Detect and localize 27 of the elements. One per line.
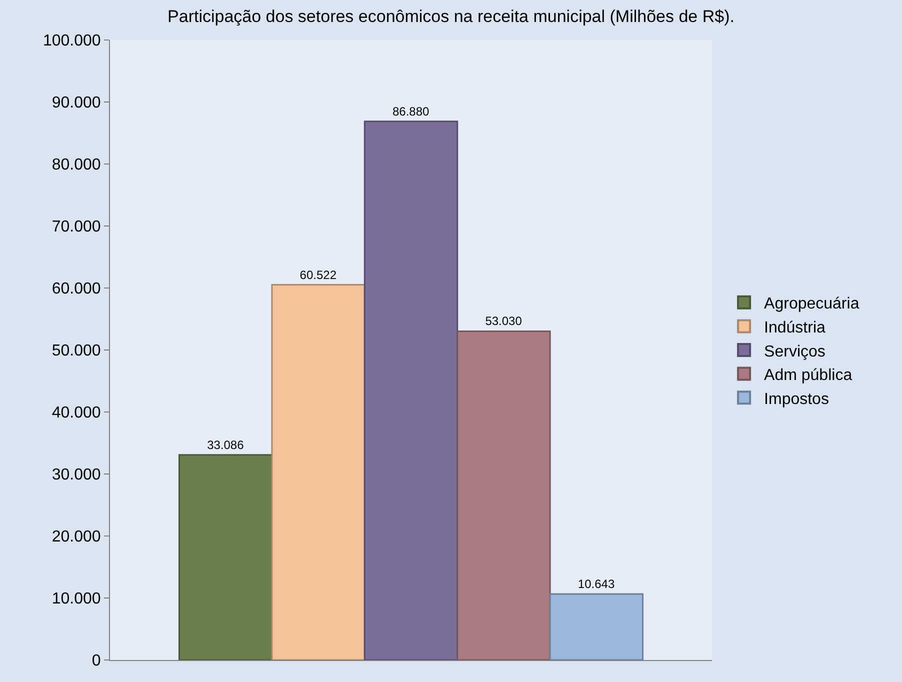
- bar: [549, 593, 644, 660]
- legend-label: Agropecuária: [764, 296, 860, 313]
- bar: [178, 454, 273, 660]
- legend-label: Serviços: [764, 343, 826, 360]
- y-tick-label: 20.000: [52, 528, 101, 546]
- y-tick-label: 70.000: [52, 218, 101, 236]
- y-tick-label: 40.000: [52, 404, 101, 422]
- chart-title: Participação dos setores econômicos na receita municipal (Milhões de R$).: [168, 7, 734, 26]
- y-tick-label: 60.000: [52, 280, 101, 298]
- bar: [456, 330, 551, 660]
- bar: [271, 284, 366, 660]
- y-tick-label: 80.000: [52, 156, 101, 174]
- y-tick-label: 50.000: [52, 342, 101, 360]
- y-tick-label: 10.000: [52, 590, 101, 608]
- y-tick-label: 30.000: [52, 466, 101, 484]
- data-label: 33.086: [207, 438, 244, 452]
- data-label: 60.522: [300, 268, 337, 282]
- legend-label: Adm pública: [764, 367, 852, 384]
- y-tick-label: 0: [92, 652, 101, 670]
- legend-label: Impostos: [764, 390, 829, 408]
- legend-label: Indústria: [764, 319, 826, 336]
- data-label: 10.643: [578, 577, 615, 592]
- bar: [364, 120, 458, 660]
- y-tick-label: 100.000: [42, 32, 101, 50]
- data-label: 86.880: [392, 104, 430, 118]
- y-tick-label: 90.000: [52, 94, 101, 112]
- data-label: 53.030: [485, 314, 522, 328]
